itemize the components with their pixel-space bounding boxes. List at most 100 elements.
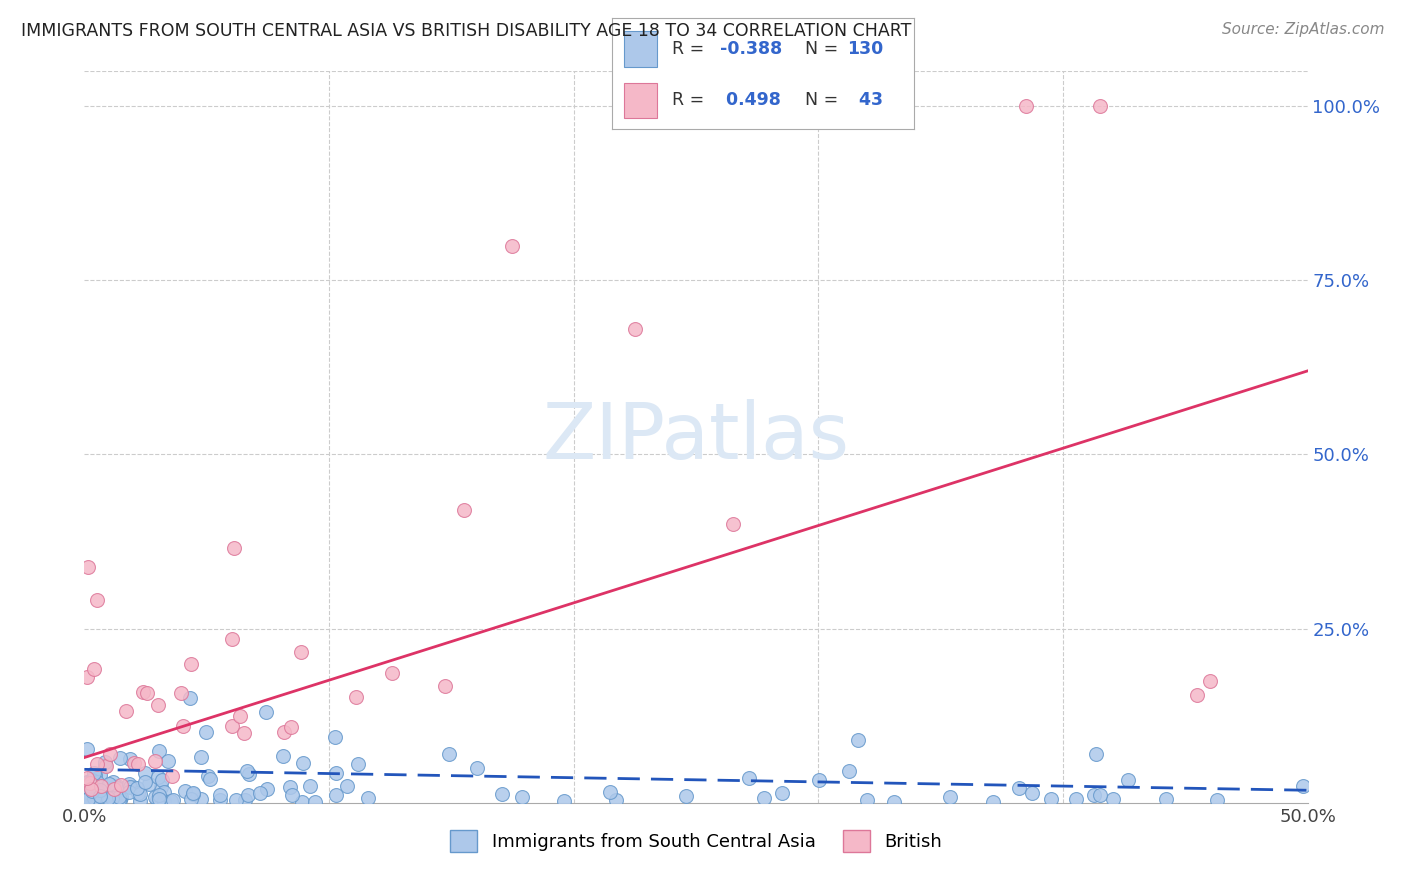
Point <box>181 786 204 800</box>
Point <box>180 657 202 672</box>
Point <box>90 779 112 793</box>
Point <box>752 791 775 805</box>
Point <box>76 742 98 756</box>
Point <box>76 670 98 684</box>
Point <box>110 790 132 805</box>
Point <box>108 789 131 804</box>
Point <box>89 789 111 803</box>
Point <box>89 767 111 781</box>
Point <box>76 790 98 805</box>
Point <box>152 785 174 799</box>
Text: ZIPatlas: ZIPatlas <box>543 399 849 475</box>
Point <box>138 777 160 791</box>
Point <box>510 789 533 804</box>
Point <box>1083 788 1105 802</box>
Point <box>1198 673 1220 688</box>
Point <box>114 704 136 718</box>
Point <box>146 793 169 807</box>
Point <box>77 786 100 800</box>
Point <box>76 560 98 574</box>
Point <box>238 766 260 780</box>
Point <box>136 686 159 700</box>
Point <box>84 767 107 781</box>
Point <box>103 790 125 805</box>
Point <box>553 794 575 808</box>
Point <box>77 774 100 789</box>
Legend: Immigrants from South Central Asia, British: Immigrants from South Central Asia, Brit… <box>443 823 949 860</box>
Point <box>599 785 621 799</box>
Point <box>838 764 860 779</box>
Point <box>105 780 128 795</box>
Point <box>143 754 166 768</box>
Point <box>209 793 232 807</box>
Point <box>298 779 321 793</box>
Point <box>108 793 131 807</box>
Point <box>624 322 647 336</box>
Point <box>118 752 141 766</box>
Point <box>439 747 461 761</box>
Point <box>808 773 831 788</box>
Point <box>118 784 141 798</box>
Point <box>87 785 110 799</box>
Point <box>127 785 149 799</box>
FancyBboxPatch shape <box>624 31 657 67</box>
Point <box>108 751 131 765</box>
Point <box>118 777 141 791</box>
Point <box>124 756 146 770</box>
Point <box>1008 780 1031 795</box>
Point <box>128 794 150 808</box>
Point <box>174 784 197 798</box>
Point <box>1187 688 1209 702</box>
Point <box>280 720 302 734</box>
Text: 130: 130 <box>848 40 883 58</box>
Point <box>76 775 98 789</box>
Point <box>83 790 105 805</box>
Point <box>101 775 124 789</box>
Point <box>145 790 167 805</box>
Point <box>502 238 524 252</box>
Point <box>180 792 202 806</box>
Point <box>381 665 404 680</box>
Point <box>1015 99 1038 113</box>
Point <box>304 795 326 809</box>
Point <box>134 774 156 789</box>
Point <box>127 781 149 796</box>
Point <box>83 766 105 780</box>
Text: N =: N = <box>806 40 844 58</box>
Point <box>291 795 314 809</box>
Point <box>103 781 125 796</box>
Point <box>132 685 155 699</box>
Point <box>190 749 212 764</box>
Point <box>148 789 170 803</box>
Point <box>170 686 193 700</box>
Point <box>122 780 145 794</box>
Point <box>160 769 183 783</box>
Point <box>83 662 105 676</box>
Point <box>179 691 201 706</box>
Point <box>94 756 117 770</box>
Point <box>150 780 173 794</box>
Point <box>1156 792 1178 806</box>
Point <box>938 789 960 804</box>
Point <box>1101 791 1123 805</box>
Point <box>153 794 176 808</box>
Point <box>249 786 271 800</box>
Point <box>110 778 132 792</box>
Point <box>491 787 513 801</box>
Point <box>84 789 107 804</box>
Point <box>221 719 243 733</box>
Point <box>1066 792 1088 806</box>
Point <box>76 771 98 785</box>
Point <box>453 503 475 517</box>
Point <box>225 793 247 807</box>
Point <box>98 747 121 762</box>
Point <box>148 792 170 806</box>
Point <box>981 795 1004 809</box>
Point <box>209 788 232 802</box>
Point <box>433 679 456 693</box>
Point <box>1088 788 1111 802</box>
Point <box>172 719 194 733</box>
Point <box>233 726 256 740</box>
Point <box>76 792 98 806</box>
Point <box>82 773 104 788</box>
